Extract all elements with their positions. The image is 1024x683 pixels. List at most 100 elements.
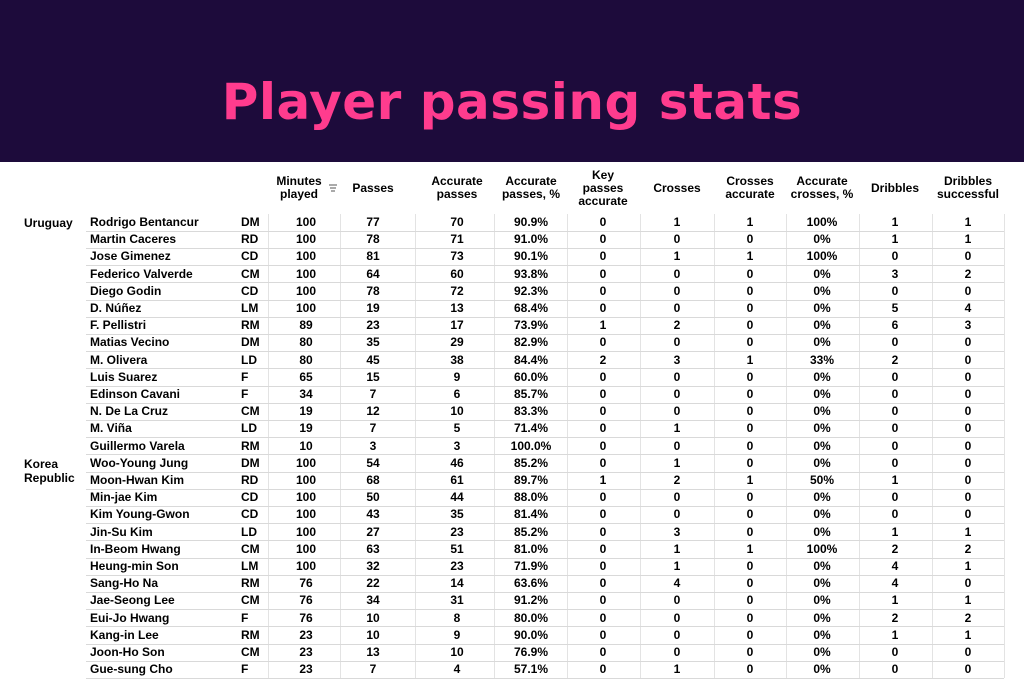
- stat-cell: 1: [964, 232, 972, 247]
- stat-cell: 2: [599, 352, 607, 367]
- player-position: CM: [241, 404, 260, 419]
- stat-cell: 0%: [813, 507, 831, 522]
- stat-cell: 7: [369, 387, 377, 401]
- stat-cell: 0%: [813, 318, 831, 333]
- stat-cell: 43: [366, 507, 380, 522]
- stat-cell: 13: [450, 301, 464, 315]
- stat-cell: 23: [299, 645, 313, 659]
- stat-cell: 0: [964, 404, 972, 419]
- stat-cell: 0%: [813, 559, 831, 573]
- stat-cell: 1: [746, 473, 754, 487]
- sort-icon[interactable]: [329, 182, 337, 195]
- stat-cell: 0: [964, 490, 972, 505]
- stat-cell: 22: [366, 576, 380, 591]
- player-position: CM: [241, 266, 260, 281]
- player-position: F: [241, 387, 249, 401]
- player-name: Moon-Hwan Kim: [90, 473, 184, 487]
- stat-cell: 0: [746, 369, 754, 384]
- stat-cell: 0: [673, 645, 681, 659]
- stat-cell: 0: [746, 438, 754, 453]
- stat-cell: 0: [746, 610, 754, 625]
- stat-cell: 0: [746, 421, 754, 436]
- stat-cell: 51: [450, 541, 464, 556]
- stat-cell: 90.1%: [513, 249, 549, 264]
- stat-cell: 64: [366, 266, 380, 281]
- stat-cell: 0: [891, 249, 899, 264]
- player-name: Sang-Ho Na: [90, 576, 159, 591]
- stat-cell: 63.6%: [513, 576, 549, 591]
- player-name: Eui-Jo Hwang: [90, 610, 170, 625]
- player-position: LD: [241, 421, 257, 436]
- column-header: Key passes accurate: [578, 167, 628, 208]
- column-divider: [640, 214, 641, 679]
- player-name: F. Pellistri: [90, 318, 147, 333]
- stat-cell: 0: [746, 524, 754, 539]
- row-divider: [86, 660, 1004, 662]
- stat-cell: 0: [673, 283, 681, 298]
- player-name: Luis Suarez: [90, 369, 158, 384]
- column-header: Dribbles: [870, 180, 919, 195]
- stat-cell: 61: [450, 473, 464, 487]
- stat-cell: 0: [673, 301, 681, 315]
- page-title: Player passing stats: [221, 73, 803, 131]
- stat-cell: 68: [366, 473, 380, 487]
- stat-cell: 76: [299, 576, 313, 591]
- column-header: Accurate passes, %: [501, 174, 561, 201]
- stat-cell: 0%: [813, 404, 831, 419]
- stat-cell: 44: [450, 490, 464, 505]
- stat-cell: 50%: [809, 473, 835, 487]
- stat-cell: 0: [891, 369, 899, 384]
- stat-cell: 63: [366, 541, 380, 556]
- player-position: CM: [241, 593, 260, 608]
- stat-cell: 0: [599, 266, 607, 281]
- stat-cell: 3: [369, 438, 377, 453]
- stat-cell: 0: [964, 455, 972, 470]
- player-position: RM: [241, 576, 260, 591]
- stat-cell: 0: [964, 507, 972, 522]
- stat-cell: 0: [673, 438, 681, 453]
- row-divider: [86, 677, 1004, 679]
- stats-table: Minutes played Passes Accurate passes Accur…: [0, 162, 1024, 683]
- stat-cell: 81.0%: [513, 541, 549, 556]
- stat-cell: 0%: [813, 627, 831, 642]
- stat-cell: 89: [299, 318, 313, 333]
- stat-cell: 93.8%: [513, 266, 549, 281]
- stat-cell: 19: [299, 404, 313, 419]
- stat-cell: 0: [673, 507, 681, 522]
- player-position: CM: [241, 645, 260, 659]
- stat-cell: 6: [891, 318, 899, 333]
- stat-cell: 0: [964, 352, 972, 367]
- stat-cell: 1: [673, 662, 681, 677]
- stat-cell: 0: [599, 455, 607, 470]
- stat-cell: 1: [964, 627, 972, 642]
- stat-cell: 0: [964, 576, 972, 591]
- stat-cell: 27: [366, 524, 380, 539]
- stat-cell: 0%: [813, 232, 831, 247]
- column-divider: [858, 214, 860, 679]
- stat-cell: 1: [964, 524, 972, 539]
- stat-cell: 0: [891, 662, 899, 677]
- stat-cell: 0: [746, 387, 754, 401]
- column-divider: [339, 214, 341, 679]
- stat-cell: 57.1%: [513, 662, 549, 677]
- player-name: Joon-Ho Son: [90, 645, 165, 659]
- row-divider: [86, 351, 1004, 353]
- stat-cell: 0%: [813, 662, 831, 677]
- stat-cell: 83.3%: [513, 404, 549, 419]
- stat-cell: 0: [599, 559, 607, 573]
- stat-cell: 65: [299, 369, 313, 384]
- stat-cell: 71: [450, 232, 464, 247]
- stat-cell: 10: [450, 404, 464, 419]
- stat-cell: 2: [891, 610, 899, 625]
- stat-cell: 23: [366, 318, 380, 333]
- stat-cell: 8: [453, 610, 461, 625]
- player-position: LM: [241, 301, 259, 315]
- stat-cell: 4: [964, 301, 972, 315]
- stat-cell: 0%: [813, 335, 831, 350]
- player-name: Heung-min Son: [90, 559, 179, 573]
- player-name: Federico Valverde: [90, 266, 193, 281]
- row-divider: [86, 574, 1004, 576]
- stat-cell: 1: [964, 559, 972, 573]
- stat-cell: 2: [964, 610, 972, 625]
- stat-cell: 68.4%: [513, 301, 549, 315]
